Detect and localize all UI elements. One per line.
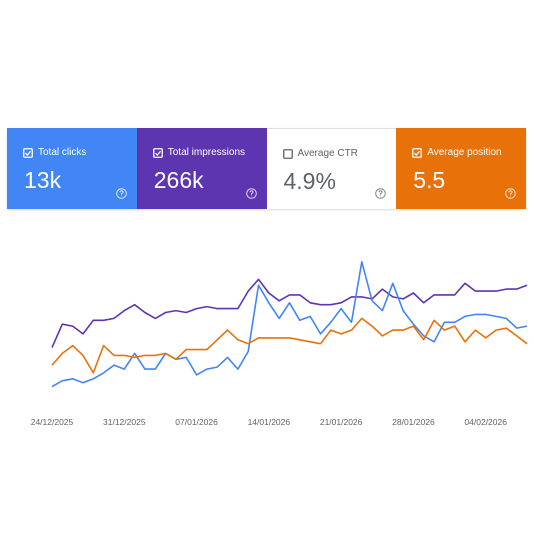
checkbox-box xyxy=(152,147,163,158)
series-line xyxy=(51,278,528,348)
series-line xyxy=(51,260,528,388)
x-tick-label: 31/12/2025 xyxy=(103,417,146,427)
checkmark xyxy=(25,150,32,156)
help-mark xyxy=(508,190,513,197)
checkmark xyxy=(154,150,161,156)
checkbox xyxy=(412,147,423,158)
help-mark xyxy=(378,190,383,197)
checkbox-box xyxy=(412,147,423,158)
help-circle xyxy=(505,188,516,199)
card-value: 266k xyxy=(153,167,204,193)
help-icon xyxy=(245,188,257,199)
card-label: Average position xyxy=(427,147,502,158)
metric-card[interactable]: Average CTR 4.9% xyxy=(266,128,397,209)
help-circle xyxy=(375,188,387,199)
card-label: Total impressions xyxy=(167,147,246,158)
metric-cards: Total clicks 13k Total impressions 266k Aver… xyxy=(7,128,526,209)
checkbox xyxy=(23,147,33,158)
x-tick-label: 04/02/2026 xyxy=(464,417,507,427)
card-value: 5.5 xyxy=(413,167,446,193)
checkbox-box xyxy=(23,147,33,158)
x-tick-label: 21/01/2026 xyxy=(320,417,363,427)
help-mark xyxy=(119,190,124,197)
card-value: 4.9% xyxy=(283,168,336,194)
card-label: Average CTR xyxy=(297,148,358,159)
card-label-row: Total impressions xyxy=(152,147,267,158)
checkbox xyxy=(152,147,163,158)
help-circle xyxy=(115,188,127,199)
metric-card[interactable]: Average position 5.5 xyxy=(396,128,526,209)
checkmark xyxy=(414,150,421,156)
x-tick-label: 24/12/2025 xyxy=(31,417,74,427)
x-tick-label: 14/01/2026 xyxy=(248,417,291,427)
x-tick-label: 07/01/2026 xyxy=(175,417,218,427)
x-tick-label: 28/01/2026 xyxy=(392,417,435,427)
help-icon xyxy=(505,188,516,199)
help-icon xyxy=(375,188,387,199)
checkbox xyxy=(282,148,293,159)
series-line xyxy=(51,317,528,374)
help-icon xyxy=(115,188,127,199)
metric-card[interactable]: Total clicks 13k xyxy=(7,128,137,209)
card-label-row: Average position xyxy=(412,147,526,158)
help-circle xyxy=(245,188,257,199)
card-value: 13k xyxy=(24,167,62,193)
card-label-row: Total clicks xyxy=(23,147,137,158)
metric-card[interactable]: Total impressions 266k xyxy=(136,128,267,209)
card-label-row: Average CTR xyxy=(282,148,397,159)
help-mark xyxy=(249,190,254,197)
card-label: Total clicks xyxy=(38,147,87,158)
checkbox-box xyxy=(282,148,293,159)
